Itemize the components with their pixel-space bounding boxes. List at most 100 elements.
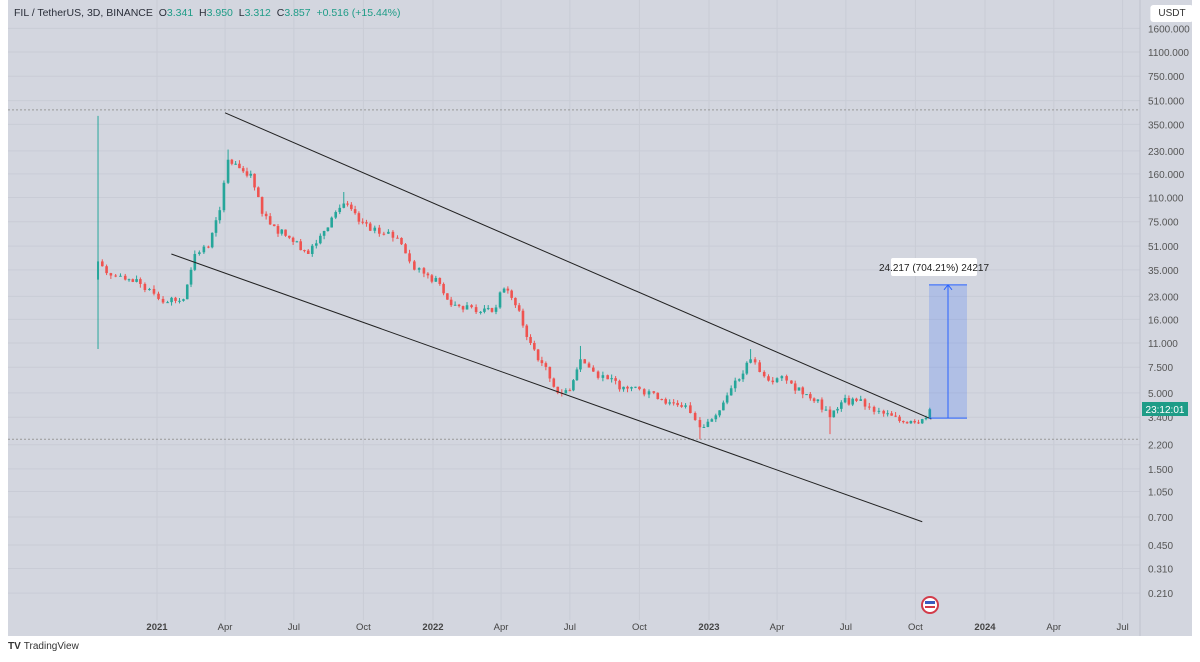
- candle-body: [718, 410, 721, 416]
- candle-body: [207, 246, 210, 248]
- candle-body: [575, 369, 579, 381]
- candle-body: [652, 391, 656, 393]
- candle-body: [131, 279, 135, 282]
- candle-body: [642, 389, 646, 395]
- candle-body: [733, 380, 737, 389]
- measure-label: 24.217 (704.21%) 24217: [879, 263, 990, 274]
- candle-body: [400, 237, 403, 245]
- candle-body: [291, 237, 295, 242]
- us-flag-event-icon[interactable]: [921, 596, 939, 614]
- open-value: 3.341: [166, 7, 194, 19]
- chart-area[interactable]: [8, 0, 1192, 636]
- candle-body: [334, 212, 338, 218]
- candle-body: [97, 261, 100, 280]
- candle-body: [753, 359, 757, 363]
- candle-body: [630, 387, 633, 389]
- candle-body: [868, 406, 871, 408]
- candle-body: [851, 398, 854, 405]
- candle-body: [338, 207, 342, 213]
- candle-body: [710, 419, 714, 422]
- candle-body: [276, 226, 280, 234]
- flag-stripe: [925, 606, 935, 608]
- candle-body: [182, 299, 185, 301]
- candle-body: [479, 311, 482, 313]
- x-tick-label: Oct: [632, 622, 647, 633]
- candle-body: [139, 279, 142, 284]
- x-tick-label: 2023: [698, 622, 719, 633]
- y-tick-label: 0.450: [1148, 541, 1173, 552]
- candle-body: [517, 305, 521, 311]
- candle-body: [135, 279, 138, 282]
- candle-body: [592, 367, 595, 372]
- candle-body: [365, 222, 368, 224]
- candle-body: [185, 284, 189, 300]
- candle-body: [843, 397, 847, 403]
- candle-body: [660, 399, 664, 401]
- x-tick-label: Apr: [1046, 622, 1061, 633]
- tv-logo-icon: TV: [8, 641, 21, 652]
- candle-body: [698, 419, 702, 428]
- close-value: 3.857: [284, 7, 311, 19]
- symbol-name: FIL / TetherUS, 3D, BINANCE: [14, 7, 153, 19]
- y-tick-label: 110.000: [1148, 194, 1184, 205]
- candle-body: [241, 168, 245, 172]
- candle-body: [413, 261, 416, 270]
- candle-body: [198, 252, 201, 254]
- candle-body: [474, 307, 478, 313]
- candle-body: [556, 386, 560, 393]
- measure-label-bg: [891, 258, 977, 276]
- candle-body: [785, 376, 788, 381]
- candle-body: [579, 359, 582, 370]
- candle-body: [284, 229, 287, 236]
- x-tick-label: Jul: [1117, 622, 1129, 633]
- candle-body: [123, 275, 127, 280]
- candle-body: [618, 380, 621, 390]
- candle-body: [330, 217, 333, 228]
- candle-body: [771, 380, 775, 383]
- candle-body: [434, 277, 438, 282]
- candle-body: [529, 336, 532, 343]
- candle-body: [816, 399, 820, 402]
- candle-body: [346, 203, 349, 205]
- candle-body: [306, 250, 310, 254]
- candle-body: [350, 204, 353, 210]
- y-tick-label: 230.000: [1148, 147, 1185, 158]
- x-tick-label: 2024: [974, 622, 996, 633]
- candle-body: [583, 359, 587, 364]
- y-tick-label: 7.500: [1148, 363, 1173, 374]
- candle-body: [342, 203, 346, 208]
- candle-body: [638, 386, 641, 390]
- candle-body: [310, 245, 314, 254]
- candle-body: [514, 297, 517, 306]
- candle-body: [404, 244, 407, 254]
- candle-body: [119, 275, 122, 277]
- candle-body: [502, 288, 506, 293]
- candle-body: [382, 233, 386, 235]
- candle-body: [222, 182, 226, 211]
- candle-body: [442, 283, 445, 294]
- candle-body: [257, 187, 260, 198]
- candle-body: [793, 383, 797, 391]
- x-tick-label: 2021: [146, 622, 168, 633]
- candle-body: [614, 378, 617, 381]
- candle-body: [430, 275, 434, 282]
- candle-body: [540, 360, 544, 364]
- candle-body: [314, 243, 318, 246]
- candle-body: [758, 362, 761, 372]
- candle-body: [166, 302, 169, 304]
- candle-body: [446, 293, 449, 300]
- currency-button[interactable]: USDT: [1150, 5, 1194, 22]
- change-value: +0.516 (+15.44%): [316, 7, 401, 19]
- x-tick-label: Apr: [770, 622, 785, 633]
- channel-trendline: [224, 112, 932, 420]
- candle-body: [453, 304, 457, 306]
- candle-body: [245, 171, 249, 176]
- candle-body: [729, 388, 733, 396]
- tradingview-logo[interactable]: TV TradingView: [8, 641, 79, 652]
- candle-body: [913, 421, 916, 423]
- y-tick-label: 35.000: [1148, 266, 1179, 277]
- candle-body: [596, 371, 600, 378]
- candle-body: [260, 197, 264, 214]
- x-tick-label: 2022: [422, 622, 443, 633]
